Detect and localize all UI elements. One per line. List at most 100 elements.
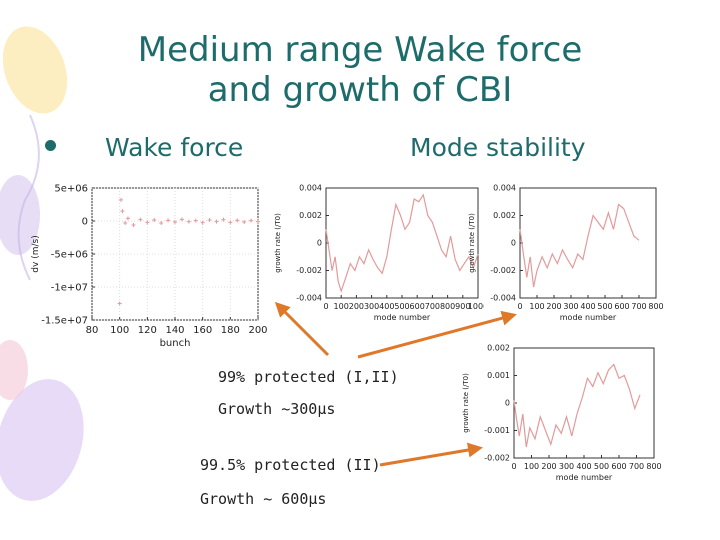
lilac-balloon-shape <box>0 379 84 501</box>
y-axis-label: dv (m/s) <box>31 235 41 272</box>
x-tick-label: 600 <box>614 302 629 311</box>
x-tick-label: 100 <box>524 462 539 471</box>
mode-stability-chart-3: 0 100 200 300 400 500 600 700 8000.0020.0010-0.0… <box>462 344 662 482</box>
note-protected-99: 99% protected (I,II) <box>218 368 399 386</box>
x-tick-label: 0 <box>323 302 328 311</box>
data-point <box>120 209 125 214</box>
y-tick-label: 0.001 <box>487 371 510 380</box>
balloon-string-shape <box>17 114 40 281</box>
x-tick-label: 100 <box>110 325 129 336</box>
y-tick-label: 0.002 <box>299 211 322 220</box>
mode-stability-chart-2: 0 100 200 300 400 500 600 700 8000.0040.0020-0.0… <box>468 184 664 322</box>
y-tick-label: 0 <box>82 216 88 227</box>
data-point <box>152 218 157 223</box>
series-line <box>325 193 479 294</box>
x-tick-label: 500 <box>594 462 609 471</box>
data-point <box>242 219 247 224</box>
x-tick-label: 300 <box>559 462 574 471</box>
y-tick-label: -1.5e+07 <box>41 315 88 326</box>
data-point <box>186 219 191 224</box>
x-tick-label: 400 <box>580 302 595 311</box>
x-tick-label: 180 <box>221 325 240 336</box>
y-tick-label: 5e+06 <box>54 183 88 194</box>
data-point <box>125 216 130 221</box>
x-axis-label: mode number <box>560 313 617 322</box>
x-axis-label: bunch <box>160 338 191 349</box>
x-tick-label: 0 <box>517 302 522 311</box>
data-point <box>256 219 260 224</box>
x-tick-label: 80 <box>86 325 99 336</box>
data-point <box>173 219 177 224</box>
data-point <box>193 218 198 223</box>
data-point <box>145 220 150 225</box>
y-tick-label: -0.002 <box>484 454 510 463</box>
x-tick-label: 600 <box>410 302 425 311</box>
x-axis-label: mode number <box>374 313 431 322</box>
y-tick-label: 0.004 <box>299 184 322 193</box>
y-tick-label: 0.002 <box>487 344 510 353</box>
data-point <box>179 217 184 222</box>
data-point <box>166 218 171 223</box>
y-tick-label: 0.002 <box>493 211 516 220</box>
data-point <box>119 197 124 202</box>
x-tick-label: 300 <box>364 302 379 311</box>
arrow-to-chart-1 <box>274 301 330 357</box>
title-line-1: Medium range Wake force <box>137 30 583 70</box>
x-tick-label: 800 <box>648 302 663 311</box>
arrow-to-chart-3 <box>379 442 483 467</box>
y-tick-label: -0.004 <box>490 294 516 303</box>
series-line <box>513 363 641 448</box>
y-tick-label: -0.002 <box>296 266 322 275</box>
data-point <box>159 220 164 225</box>
x-tick-label: 120 <box>138 325 157 336</box>
data-point <box>249 218 254 223</box>
pink-balloon-shape <box>0 340 28 400</box>
note-growth-600: Growth ~ 600µs <box>200 490 327 508</box>
x-tick-label: 800 <box>646 462 661 471</box>
x-tick-label: 800 <box>440 302 455 311</box>
arrow-to-chart-2 <box>357 310 517 359</box>
x-tick-label: 400 <box>379 302 394 311</box>
y-axis-label: growth rate (/T0) <box>462 373 470 433</box>
wake-force-heading: Wake force <box>105 133 244 162</box>
y-tick-label: 0 <box>505 399 510 408</box>
x-tick-label: 500 <box>597 302 612 311</box>
y-tick-label: -5e+06 <box>51 249 88 260</box>
note-growth-300: Growth ~300µs <box>218 400 336 418</box>
y-tick-label: 0 <box>511 239 516 248</box>
plot-frame <box>519 187 657 299</box>
data-point <box>123 220 128 225</box>
x-tick-label: 0 <box>511 462 516 471</box>
x-tick-label: 200 <box>541 462 556 471</box>
data-point <box>214 219 219 224</box>
data-point <box>228 220 233 225</box>
y-tick-label: 0.004 <box>493 184 516 193</box>
x-tick-label: 100 <box>529 302 544 311</box>
x-tick-label: 500 <box>394 302 409 311</box>
note-protected-995: 99.5% protected (II) <box>200 456 381 474</box>
x-tick-label: 700 <box>631 302 646 311</box>
y-tick-label: -0.001 <box>484 426 510 435</box>
x-tick-label: 200 <box>248 325 267 336</box>
wake-force-chart: 80 100 120 140 160 180 200 5e+06 0 -5e+06 -1e+07 -1… <box>31 183 268 349</box>
title-line-2: and growth of CBI <box>207 70 513 110</box>
x-tick-label: 300 <box>563 302 578 311</box>
mode-stability-heading: Mode stability <box>410 133 586 162</box>
plot-frame <box>513 347 655 459</box>
x-tick-label: 900 <box>455 302 470 311</box>
bullet-dot <box>45 140 56 151</box>
x-tick-label: 700 <box>629 462 644 471</box>
data-point <box>221 217 226 222</box>
plot-frame <box>325 187 479 299</box>
x-tick-label: 400 <box>576 462 591 471</box>
x-axis-label: mode number <box>556 473 613 482</box>
yellow-balloon-shape <box>2 26 68 114</box>
y-axis-label: growth rate (/T0) <box>468 213 476 273</box>
slide-title: Medium range Wake force and growth of CB… <box>0 30 720 110</box>
data-point <box>138 217 143 222</box>
y-tick-label: -0.004 <box>296 294 322 303</box>
